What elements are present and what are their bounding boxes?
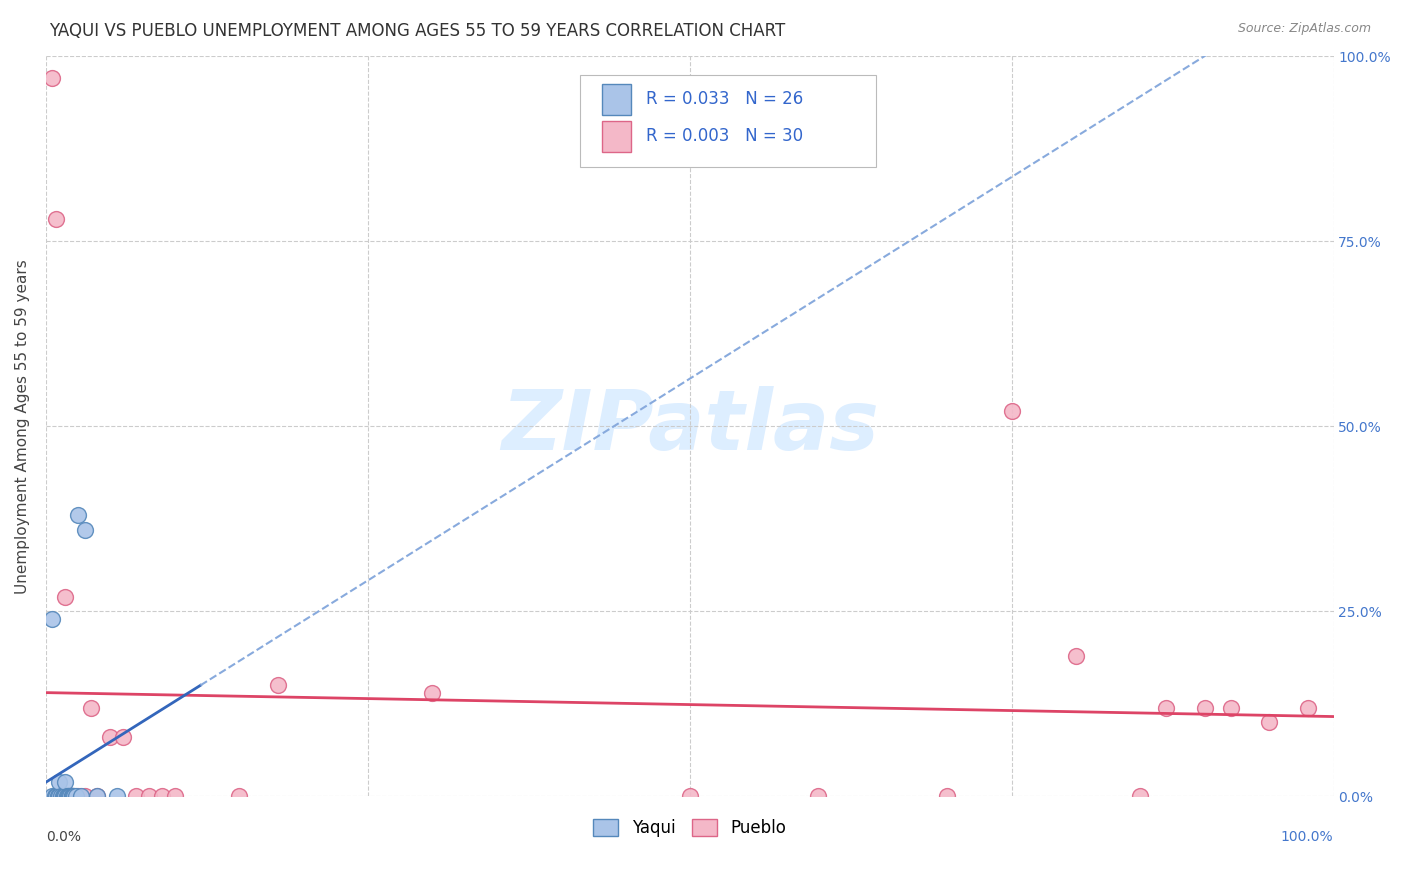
Point: [1296, 700, 1319, 714]
Point: [48, 774, 70, 789]
Point: [41, 612, 63, 626]
Point: [163, 789, 186, 804]
Point: [86, 789, 108, 804]
Point: [98, 730, 121, 744]
Point: [48, 789, 70, 804]
Point: [45, 212, 67, 227]
Text: Source: ZipAtlas.com: Source: ZipAtlas.com: [1237, 22, 1371, 36]
Point: [1154, 700, 1177, 714]
Point: [73, 789, 96, 804]
FancyBboxPatch shape: [581, 75, 876, 167]
Point: [53, 774, 76, 789]
Point: [138, 789, 160, 804]
Text: YAQUI VS PUEBLO UNEMPLOYMENT AMONG AGES 55 TO 59 YEARS CORRELATION CHART: YAQUI VS PUEBLO UNEMPLOYMENT AMONG AGES …: [49, 22, 786, 40]
Point: [67, 508, 90, 522]
Point: [1219, 700, 1241, 714]
Point: [62, 789, 84, 804]
Text: R = 0.003   N = 30: R = 0.003 N = 30: [645, 128, 803, 145]
Point: [48, 789, 70, 804]
Point: [86, 789, 108, 804]
Point: [53, 789, 76, 804]
Point: [41, 71, 63, 86]
Point: [46, 789, 69, 804]
Text: ZIPatlas: ZIPatlas: [501, 386, 879, 467]
Point: [1194, 700, 1216, 714]
Point: [105, 789, 128, 804]
Text: R = 0.033   N = 26: R = 0.033 N = 26: [645, 90, 803, 108]
Bar: [602, 120, 630, 152]
Point: [679, 789, 702, 804]
Point: [112, 730, 135, 744]
Point: [267, 678, 290, 692]
Point: [60, 789, 83, 804]
Point: [60, 789, 83, 804]
Legend: Yaqui, Pueblo: Yaqui, Pueblo: [586, 812, 793, 844]
Point: [228, 789, 250, 804]
Point: [53, 789, 76, 804]
Point: [45, 789, 67, 804]
Point: [58, 789, 80, 804]
Point: [1064, 648, 1087, 663]
Point: [55, 789, 77, 804]
Point: [52, 789, 75, 804]
Point: [1258, 715, 1281, 730]
Point: [56, 789, 79, 804]
Point: [125, 789, 148, 804]
Bar: [602, 84, 630, 115]
Point: [44, 789, 66, 804]
Point: [53, 789, 76, 804]
Point: [807, 789, 830, 804]
Point: [1129, 789, 1152, 804]
Point: [41, 789, 63, 804]
Point: [1001, 404, 1024, 418]
Point: [420, 686, 443, 700]
Point: [53, 590, 76, 604]
Point: [80, 700, 103, 714]
Point: [936, 789, 959, 804]
Point: [60, 789, 83, 804]
Point: [67, 789, 90, 804]
Point: [73, 523, 96, 537]
Text: 100.0%: 100.0%: [1281, 830, 1333, 844]
Point: [51, 789, 73, 804]
Point: [63, 789, 86, 804]
Y-axis label: Unemployment Among Ages 55 to 59 years: Unemployment Among Ages 55 to 59 years: [15, 259, 30, 594]
Text: 0.0%: 0.0%: [46, 830, 82, 844]
Point: [69, 789, 91, 804]
Point: [59, 789, 82, 804]
Point: [150, 789, 173, 804]
Point: [65, 789, 87, 804]
